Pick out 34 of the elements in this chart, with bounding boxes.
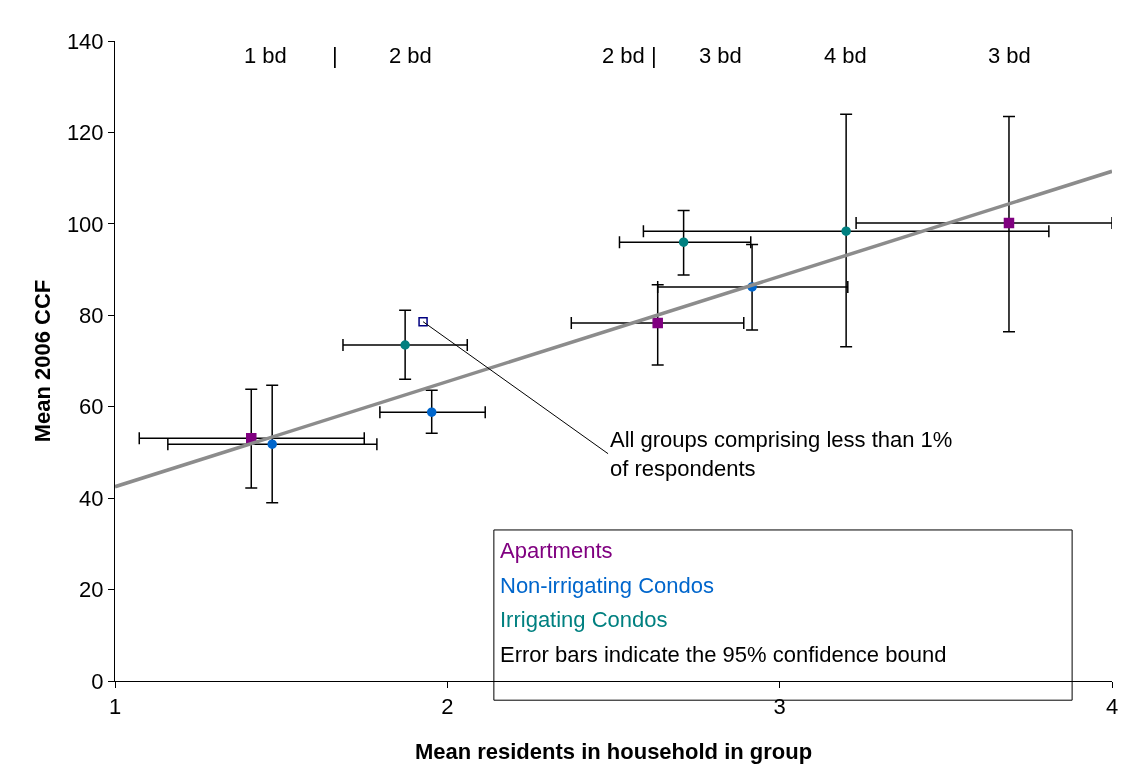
y-tick-label: 0 [91, 668, 104, 694]
x-tick-label: 3 [773, 694, 786, 720]
annotation: All groups comprising less than 1% of respondents [610, 427, 953, 481]
annotation: 2 bd | [602, 43, 657, 68]
x-tick-label: 2 [441, 694, 454, 720]
y-axis-title: Mean 2006 CCF [29, 279, 55, 443]
annotation: 3 bd [699, 43, 742, 68]
text: Non-irrigating Condos [500, 573, 714, 598]
point [267, 439, 277, 449]
text: Irrigating Condos [500, 607, 668, 632]
annotation: 4 bd [824, 43, 867, 68]
point [678, 237, 689, 247]
annotation: 2 bd [389, 43, 432, 68]
y-tick-label: 60 [79, 394, 104, 420]
x-axis-title: Mean residents in household in group [414, 739, 813, 765]
point [426, 407, 437, 417]
annotation: 1 bd [244, 43, 287, 68]
annotation: | [332, 43, 338, 68]
y-tick-label: 80 [79, 302, 104, 328]
point [400, 340, 410, 350]
text: Apartments [500, 538, 613, 563]
y-tick-label: 120 [66, 120, 104, 146]
y-tick-label: 100 [66, 211, 104, 237]
x-tick-label: 4 [1105, 694, 1119, 720]
point [841, 226, 851, 236]
x-tick-label: 1 [108, 694, 122, 720]
annotation: 3 bd [988, 43, 1031, 68]
annotation: Error bars indicate the 95% confidence bound [500, 642, 947, 667]
y-tick-label: 20 [79, 577, 104, 603]
point [418, 316, 428, 327]
y-tick-label: 40 [79, 485, 104, 511]
point [1003, 217, 1015, 229]
y-tick-label: 140 [66, 28, 104, 54]
point [652, 317, 663, 329]
